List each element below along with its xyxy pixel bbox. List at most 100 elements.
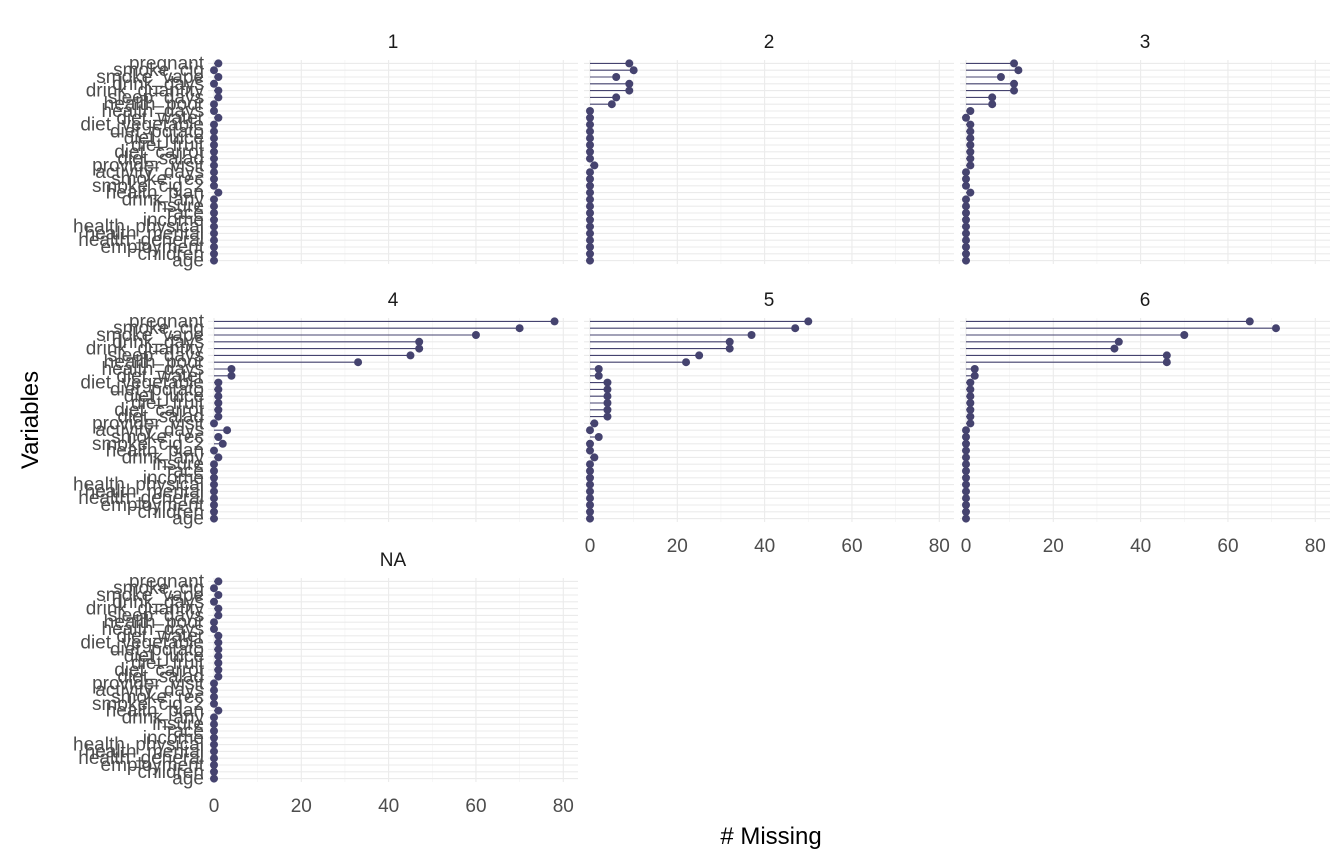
lollipop-point xyxy=(586,147,594,156)
lollipop-point xyxy=(962,494,970,503)
lollipop-point xyxy=(962,433,970,441)
lollipop-point xyxy=(210,761,218,769)
lollipop-point xyxy=(603,392,612,401)
y-tick-label: smoke_cig xyxy=(113,578,204,599)
y-tick-label: insure xyxy=(152,196,204,217)
lollipop-point xyxy=(210,446,218,455)
x-tick-label: 80 xyxy=(929,536,950,557)
y-tick-label: health_physical xyxy=(73,217,204,238)
lollipop-point xyxy=(970,371,979,380)
y-tick-label: employment xyxy=(101,495,205,516)
y-tick-label: insure xyxy=(152,714,204,735)
lollipop-point xyxy=(695,351,704,360)
lollipop-point xyxy=(586,473,594,482)
y-tick-label: income xyxy=(143,210,204,231)
y-tick-label: health_days xyxy=(102,359,204,380)
lollipop-point xyxy=(586,507,594,516)
lollipop-point xyxy=(214,665,223,674)
y-tick-label: drink_days xyxy=(112,332,204,353)
lollipop-point xyxy=(962,168,970,177)
lollipop-point xyxy=(210,473,218,482)
y-tick-label: sleep_days xyxy=(108,87,204,108)
lollipop-point xyxy=(586,181,594,190)
y-tick-label: sleep_days xyxy=(108,605,204,626)
lollipop-point xyxy=(629,66,638,75)
lollipop-point xyxy=(586,154,594,163)
lollipop-point xyxy=(966,107,975,115)
x-tick-label: 60 xyxy=(841,536,862,557)
lollipop-point xyxy=(214,405,223,414)
lollipop-point xyxy=(586,222,594,231)
lollipop-point xyxy=(962,439,970,448)
lollipop-point xyxy=(210,480,218,489)
lollipop-point xyxy=(747,331,756,339)
facet-strip-label: 5 xyxy=(764,290,775,311)
y-tick-label: drink_quantity xyxy=(86,339,205,360)
lollipop-point xyxy=(966,154,975,163)
y-tick-label: provider_visit xyxy=(92,155,205,176)
lollipop-point xyxy=(210,134,218,143)
lollipop-point xyxy=(214,392,223,401)
lollipop-point xyxy=(1245,317,1254,326)
lollipop-point xyxy=(210,243,218,251)
y-tick-label: children xyxy=(137,502,204,523)
lollipop-point xyxy=(586,494,594,503)
lollipop-point xyxy=(214,93,223,102)
y-tick-label: diet_water xyxy=(116,626,204,647)
lollipop-point xyxy=(962,202,970,211)
lollipop-point xyxy=(214,645,223,654)
y-tick-label: smoke_cig_2 xyxy=(92,434,204,455)
facet-panel-1: 1 pregnantsmoke_cigsmoke_vapedrink_daysdr… xyxy=(73,32,578,272)
lollipop-point xyxy=(586,134,594,143)
y-tick-label: diet_potato xyxy=(110,121,204,142)
lollipop-point xyxy=(214,412,223,421)
lollipop-point xyxy=(214,577,223,586)
y-tick-label: smoke_cig_2 xyxy=(92,176,204,197)
facet-strip-label: NA xyxy=(380,550,407,571)
y-tick-label: pregnant xyxy=(129,311,205,332)
facet-strip-label: 3 xyxy=(1140,32,1151,53)
y-tick-label: children xyxy=(137,762,204,783)
lollipop-point xyxy=(612,73,621,81)
lollipop-point xyxy=(214,86,223,95)
lollipop-point xyxy=(210,249,218,258)
lollipop-point xyxy=(725,344,734,353)
lollipop-point xyxy=(210,107,218,115)
lollipop-point xyxy=(1162,351,1171,360)
facet-strip-label: 6 xyxy=(1140,290,1151,311)
lollipop-point xyxy=(590,419,599,428)
y-tick-label: diet_juice xyxy=(124,128,204,149)
y-tick-label: diet_vegetable xyxy=(80,633,204,654)
lollipop-point xyxy=(586,113,594,122)
lollipop-point xyxy=(227,371,236,380)
lollipop-point xyxy=(586,209,594,217)
lollipop-point xyxy=(607,100,616,109)
lollipop-point xyxy=(962,480,970,489)
y-tick-label: smoke_vape xyxy=(96,585,204,606)
lollipop-point xyxy=(603,399,612,407)
y-tick-label: diet_vegetable xyxy=(80,115,204,136)
y-tick-label: children xyxy=(137,244,204,265)
lollipop-point xyxy=(210,419,218,428)
lollipop-point xyxy=(210,215,218,224)
y-tick-label: activity_days xyxy=(95,420,204,441)
lollipop-point xyxy=(210,597,218,606)
lollipop-point xyxy=(214,672,223,681)
lollipop-point xyxy=(214,385,223,394)
panels-layer: 1pregnantsmoke_cigsmoke_vapedrink_daysdr… xyxy=(73,32,1330,817)
lollipop-point xyxy=(586,487,594,496)
lollipop-point xyxy=(1162,358,1171,367)
lollipop-point xyxy=(227,365,236,373)
lollipop-point xyxy=(214,113,223,122)
lollipop-point xyxy=(988,93,997,102)
lollipop-point xyxy=(210,686,218,695)
lollipop-point xyxy=(210,774,218,783)
y-tick-label: smoke_rec xyxy=(111,427,204,448)
lollipop-point xyxy=(962,229,970,238)
lollipop-point xyxy=(966,134,975,143)
lollipop-point xyxy=(210,161,218,170)
lollipop-point xyxy=(966,419,975,428)
y-tick-label: age xyxy=(172,769,204,790)
lollipop-point xyxy=(586,514,594,523)
y-tick-label: race xyxy=(167,721,204,742)
